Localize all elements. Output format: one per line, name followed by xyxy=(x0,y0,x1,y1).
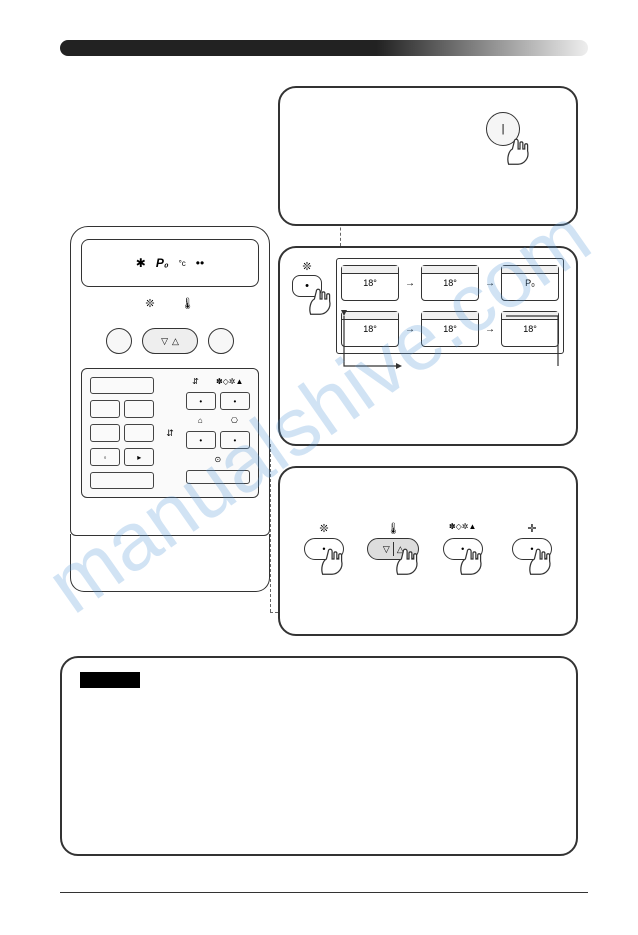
lcd-fan-icon: ✱ xyxy=(136,256,146,270)
notes-box xyxy=(60,656,578,856)
remote-lcd: ✱ P₀ °c •• xyxy=(81,239,259,287)
connector-line xyxy=(270,444,271,612)
remote-lid xyxy=(70,534,270,592)
step-box-fan-modes: ❊ • 18° → 18° → P₀ 18° → 18° → xyxy=(278,246,578,446)
notes-label-tag xyxy=(80,672,140,688)
mode-cluster-icon: ✽◇✲▲ xyxy=(449,522,476,536)
panel-button[interactable]: ◦ xyxy=(90,448,120,466)
lcd-temp: P₀ xyxy=(156,256,169,270)
mode-cell: 18° xyxy=(501,311,559,347)
remote-control-illustration: ✱ P₀ °c •• ❊ 🌡 ▽ △ xyxy=(70,226,270,592)
step-box-settings-buttons: ❊ • 🌡 ▽ △ ✽◇✲▲ • xyxy=(278,466,578,636)
mode-cycle-diagram: 18° → 18° → P₀ 18° → 18° → 18° xyxy=(336,258,564,354)
panel-button[interactable] xyxy=(90,400,120,418)
mode-cell: 18° xyxy=(421,311,479,347)
remote-lower-panel: ◦ ▸ ⇵ ⇵ ✽◇✲▲ • • xyxy=(81,368,259,498)
panel-button[interactable] xyxy=(90,472,154,489)
hand-pointer-icon xyxy=(500,130,540,168)
panel-divider-icon: ⇵ xyxy=(160,377,179,489)
mode-cell: 18° xyxy=(341,265,399,301)
panel-button[interactable] xyxy=(90,377,154,394)
step-box-power: | xyxy=(278,86,578,226)
panel-button[interactable]: • xyxy=(186,431,216,449)
home-icon: ⌂ xyxy=(198,416,203,425)
panel-button[interactable] xyxy=(90,424,120,442)
page-header-bar xyxy=(60,40,588,56)
swing-icon: ✛ xyxy=(527,522,536,536)
content-area: ✱ P₀ °c •• ❊ 🌡 ▽ △ xyxy=(60,86,588,856)
arrow-icon: → xyxy=(405,278,415,289)
thermo-icon: 🌡 xyxy=(386,522,400,536)
panel-button[interactable] xyxy=(124,424,154,442)
panel-button[interactable] xyxy=(186,470,250,484)
lcd-dots: •• xyxy=(196,256,204,270)
panel-button[interactable]: • xyxy=(220,392,250,410)
mode-cell: P₀ xyxy=(501,265,559,301)
temp-down-icon: ▽ xyxy=(161,336,168,347)
thermo-icon: 🌡 xyxy=(181,297,195,310)
hand-pointer-icon xyxy=(389,540,429,578)
arrow-icon: → xyxy=(405,324,415,335)
arrow-icon: → xyxy=(485,324,495,335)
hand-pointer-icon xyxy=(522,540,562,578)
temp-adjust-button[interactable]: ▽ △ xyxy=(142,328,198,354)
link-icon: ⎔ xyxy=(231,416,238,425)
mode-cell: 18° xyxy=(421,265,479,301)
mode-cell: 18° xyxy=(341,311,399,347)
panel-button[interactable]: • xyxy=(220,431,250,449)
hand-pointer-icon xyxy=(314,540,354,578)
mode-cluster-icon: ✽◇✲▲ xyxy=(216,377,243,386)
fan-icon: ❊ xyxy=(145,297,154,310)
lcd-unit: °c xyxy=(179,259,186,268)
panel-button[interactable] xyxy=(124,400,154,418)
panel-button[interactable]: • xyxy=(186,392,216,410)
power-button[interactable] xyxy=(208,328,234,354)
fan-button[interactable] xyxy=(106,328,132,354)
arrow-icon: → xyxy=(485,278,495,289)
fan-icon: ❊ xyxy=(292,260,322,273)
panel-button[interactable]: ▸ xyxy=(124,448,154,466)
swing-icon: ⇵ xyxy=(192,377,199,386)
fan-icon: ❊ xyxy=(319,522,328,536)
clock-icon: ⊙ xyxy=(186,455,250,464)
footer-rule xyxy=(60,892,588,893)
temp-up-icon: △ xyxy=(172,336,179,347)
hand-pointer-icon xyxy=(453,540,493,578)
